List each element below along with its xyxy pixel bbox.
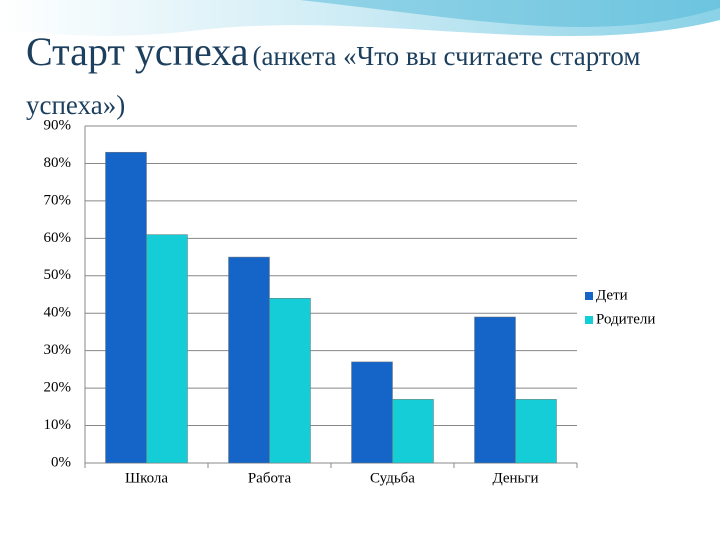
y-tick-label: 90%: [44, 117, 72, 133]
bar: [228, 256, 270, 464]
slide-title: Старт успеха (анкета «Что вы считаете ст…: [26, 30, 696, 132]
y-tick-label: 60%: [44, 230, 72, 246]
y-tick-label: 80%: [44, 155, 72, 171]
x-tick-label: Работа: [248, 470, 292, 486]
legend-swatch: [585, 292, 593, 300]
y-tick-label: 30%: [44, 342, 72, 358]
bar: [269, 297, 311, 464]
y-tick-label: 40%: [44, 305, 72, 321]
legend-swatch: [585, 316, 593, 324]
bar: [474, 316, 516, 464]
y-tick-label: 0%: [51, 454, 71, 470]
title: Старт успеха: [26, 29, 249, 74]
x-tick-label: Судьба: [370, 470, 415, 486]
legend-label: Дети: [596, 287, 628, 303]
x-tick-label: Деньги: [492, 470, 538, 486]
y-tick-label: 70%: [44, 192, 72, 208]
bar: [351, 361, 393, 464]
legend-label: Родители: [596, 311, 655, 327]
bar: [515, 399, 557, 464]
bar: [105, 151, 147, 464]
y-tick-label: 20%: [44, 380, 72, 396]
x-tick-label: Школа: [125, 470, 168, 486]
bar: [392, 399, 434, 464]
bar: [146, 234, 188, 464]
y-tick-label: 10%: [44, 417, 72, 433]
header-wave: [300, 0, 720, 28]
subtitle: (анкета «Что вы считаете стартом успеха»…: [26, 41, 641, 120]
y-tick-label: 50%: [44, 267, 72, 283]
